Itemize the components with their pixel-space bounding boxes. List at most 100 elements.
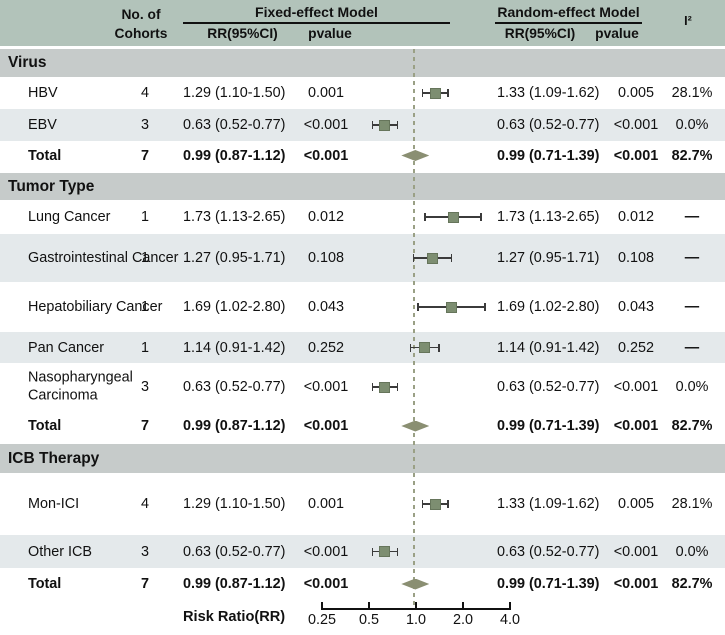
ci-cap-left [421, 89, 424, 97]
fixed-rr-ci-value: 0.63 (0.52-0.77) [183, 378, 286, 395]
row-label: Total [28, 575, 62, 592]
summary-diamond [401, 578, 430, 590]
ci-cap-right [396, 121, 399, 129]
section-header-tumor-type: Tumor Type [0, 173, 725, 200]
cohorts-count: 3 [140, 116, 149, 133]
random-pvalue: 0.252 [617, 339, 654, 356]
i2-value: 0.0% [675, 116, 709, 133]
fixed-pvalue: <0.001 [303, 543, 349, 560]
random-pvalue: 0.108 [617, 249, 654, 266]
i2-value: — [684, 298, 700, 315]
point-estimate-square [379, 119, 391, 131]
ci-cap-right [396, 547, 399, 556]
random-pvalue: <0.001 [613, 378, 659, 395]
ci-cap-right [396, 383, 399, 391]
axis-tick-mark [415, 602, 417, 610]
axis-tick-label: 2.0 [452, 612, 473, 628]
table-body: Virus HBV 4 1.29 (1.10-1.50) 0.001 1.33 … [0, 46, 725, 600]
cohorts-count: 1 [140, 208, 149, 225]
ci-cap-left [421, 500, 424, 508]
ci-cap-right [480, 213, 483, 221]
i2-value: 28.1% [671, 495, 713, 512]
fixed-pvalue: 0.001 [307, 495, 344, 512]
cohorts-count: 7 [140, 417, 149, 434]
cohorts-column-header: No. of Cohorts [100, 5, 182, 44]
random-pvalue: <0.001 [613, 147, 659, 164]
cohorts-count: 4 [140, 84, 149, 101]
row-label: Lung Cancer [28, 208, 111, 225]
fixed-pvalue: <0.001 [303, 417, 349, 434]
random-pvalue: 0.005 [617, 84, 654, 101]
i2-value: 0.0% [675, 378, 709, 395]
random-rr-ci-value: 0.63 (0.52-0.77) [497, 378, 600, 395]
random-pvalue: <0.001 [613, 575, 659, 592]
summary-diamond [401, 420, 430, 432]
row-label: EBV [28, 116, 57, 133]
x-axis: Risk Ratio(RR) 0.25 0.5 1.0 2.0 4.0 [0, 600, 725, 635]
ci-cap-right [447, 89, 449, 97]
table-row: Nasopharyngeal Carcinoma 3 0.63 (0.52-0.… [0, 363, 725, 411]
fixed-pvalue: <0.001 [303, 378, 349, 395]
random-rr-ci-value: 0.99 (0.71-1.39) [497, 575, 600, 592]
point-estimate-square [429, 87, 441, 99]
ci-cap-left [424, 213, 426, 221]
row-label: Pan Cancer [28, 339, 104, 356]
table-row: HBV 4 1.29 (1.10-1.50) 0.001 1.33 (1.09-… [0, 77, 725, 109]
row-label: Mon-ICI [28, 495, 80, 512]
ci-cap-right [484, 303, 486, 311]
ci-cap-right [450, 254, 453, 262]
section-header-virus: Virus [0, 49, 725, 77]
random-effect-underline [495, 22, 642, 24]
fixed-rr-ci-value: 0.99 (0.87-1.12) [183, 147, 286, 164]
axis-tick-mark [368, 602, 370, 610]
section-header-icb-therapy: ICB Therapy [0, 444, 725, 473]
cohorts-count: 1 [140, 249, 149, 266]
fixed-pvalue: <0.001 [303, 116, 349, 133]
i2-value: 82.7% [671, 417, 713, 434]
random-pvalue: <0.001 [613, 417, 659, 434]
null-effect-reference-line [413, 49, 415, 609]
random-rr-ci-value: 0.99 (0.71-1.39) [497, 417, 600, 434]
cohorts-header-line1: No. of [121, 7, 161, 22]
cohorts-count: 3 [140, 543, 149, 560]
section-title: Tumor Type [8, 177, 95, 195]
i2-value: — [684, 339, 700, 356]
random-rr-ci-value: 1.33 (1.09-1.62) [497, 495, 600, 512]
row-label: Hepatobiliary Cancer [28, 298, 163, 315]
ci-cap-left [409, 343, 412, 352]
cohorts-count: 7 [140, 147, 149, 164]
table-header: No. of Cohorts Fixed-effect Model RR(95%… [0, 0, 725, 46]
point-estimate-square [419, 342, 431, 353]
row-label: Gastrointestinal Cancer [28, 249, 179, 266]
fixed-effect-model-title: Fixed-effect Model [255, 4, 378, 20]
section-gap [0, 170, 725, 173]
random-rr-ci-value: 1.69 (1.02-2.80) [497, 298, 600, 315]
fixed-pvalue: 0.001 [307, 84, 344, 101]
random-rr-column-header: RR(95%CI) [504, 26, 576, 41]
random-rr-ci-value: 0.99 (0.71-1.39) [497, 147, 600, 164]
ci-cap-left [417, 303, 419, 311]
row-label: Total [28, 417, 62, 434]
section-title: Virus [8, 54, 47, 71]
fixed-rr-ci-value: 1.73 (1.13-2.65) [183, 208, 286, 225]
fixed-rr-ci-value: 0.63 (0.52-0.77) [183, 543, 286, 560]
fixed-rr-ci-value: 1.69 (1.02-2.80) [183, 298, 286, 315]
axis-tick-mark [462, 602, 464, 610]
fixed-rr-ci-value: 1.14 (0.91-1.42) [183, 339, 286, 356]
axis-tick-label: 1.0 [405, 612, 426, 628]
i2-value: 82.7% [671, 575, 713, 592]
point-estimate-square [379, 381, 391, 393]
point-estimate-square [429, 498, 441, 510]
i2-column-header: I² [684, 14, 692, 28]
random-pvalue: 0.043 [617, 298, 654, 315]
cohorts-header-line2: Cohorts [114, 26, 168, 42]
table-row: Gastrointestinal Cancer 1 1.27 (0.95-1.7… [0, 234, 725, 282]
ci-cap-right [438, 343, 440, 352]
cohorts-count: 7 [140, 575, 149, 592]
point-estimate-square [447, 211, 459, 223]
row-label: Nasopharyngeal Carcinoma [28, 369, 133, 404]
table-row: EBV 3 0.63 (0.52-0.77) <0.001 0.63 (0.52… [0, 109, 725, 141]
random-rr-ci-value: 1.14 (0.91-1.42) [497, 339, 600, 356]
fixed-rr-ci-value: 0.63 (0.52-0.77) [183, 116, 286, 133]
